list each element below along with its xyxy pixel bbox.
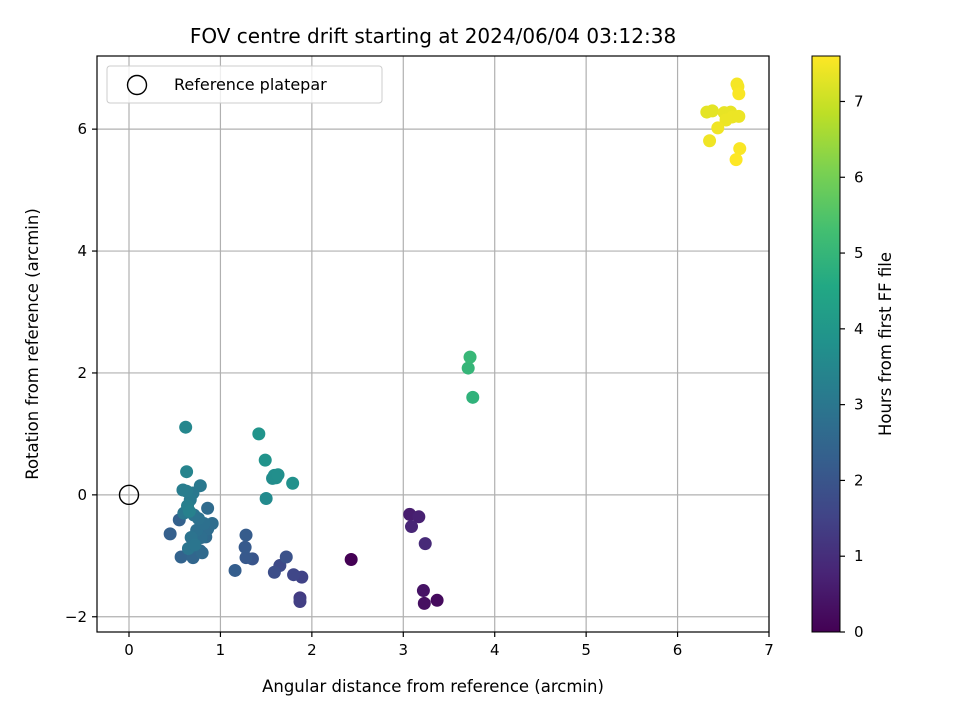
data-point bbox=[287, 568, 301, 582]
plot-frame bbox=[96, 55, 770, 633]
x-axis-ticks: 0 1 2 3 4 5 6 7 bbox=[124, 632, 774, 659]
data-point bbox=[293, 595, 307, 609]
chart-title: FOV centre drift starting at 2024/06/04 … bbox=[190, 24, 676, 48]
y-tick-label: 2 bbox=[77, 364, 87, 382]
data-point bbox=[259, 492, 273, 506]
y-tick-label: 6 bbox=[77, 120, 87, 138]
x-tick-label: 7 bbox=[764, 641, 774, 659]
y-tick-label: −2 bbox=[65, 608, 87, 626]
data-point bbox=[466, 390, 480, 404]
data-point bbox=[179, 420, 193, 434]
data-point bbox=[344, 552, 358, 566]
grid-lines bbox=[97, 56, 770, 632]
colorbar-gradient bbox=[811, 55, 841, 633]
data-point bbox=[182, 504, 196, 518]
data-point bbox=[176, 483, 190, 497]
x-tick-label: 6 bbox=[673, 641, 683, 659]
x-tick-label: 3 bbox=[399, 641, 409, 659]
data-point bbox=[238, 540, 252, 554]
colorbar-label: Hours from first FF file bbox=[876, 252, 895, 436]
x-tick-label: 1 bbox=[216, 641, 226, 659]
data-point bbox=[733, 142, 747, 156]
colorbar-tick-label: 0 bbox=[854, 623, 864, 641]
colorbar-tick-label: 2 bbox=[854, 471, 864, 489]
colorbar-tick-label: 3 bbox=[854, 396, 864, 414]
legend-reference-marker bbox=[126, 74, 148, 96]
legend-box bbox=[106, 65, 383, 104]
data-point bbox=[732, 87, 746, 101]
data-point bbox=[252, 427, 266, 441]
data-point bbox=[267, 565, 281, 579]
reference-platepar-marker bbox=[118, 484, 140, 506]
colorbar-tick-label: 1 bbox=[854, 547, 864, 565]
data-point bbox=[463, 350, 477, 364]
data-point bbox=[405, 520, 419, 534]
data-point bbox=[239, 528, 253, 542]
data-point bbox=[711, 121, 725, 135]
data-point bbox=[180, 465, 194, 479]
x-tick-label: 0 bbox=[124, 641, 134, 659]
data-point bbox=[412, 510, 426, 524]
legend-label-reference-platepar: Reference platepar bbox=[174, 75, 327, 94]
y-axis-ticks: −2 0 2 4 6 bbox=[65, 120, 97, 626]
data-point bbox=[239, 551, 253, 565]
data-point bbox=[188, 538, 202, 552]
colorbar-ticks: 0 1 2 3 4 5 6 7 bbox=[840, 92, 864, 641]
legend: Reference platepar bbox=[106, 65, 383, 104]
colorbar-tick-label: 5 bbox=[854, 244, 864, 262]
colorbar-tick-label: 4 bbox=[854, 320, 864, 338]
colorbar-tick-label: 6 bbox=[854, 168, 864, 186]
colorbar-tick-label: 7 bbox=[854, 92, 864, 110]
data-point bbox=[279, 550, 293, 564]
data-point bbox=[271, 468, 285, 482]
data-point bbox=[703, 134, 717, 148]
x-axis-label: Angular distance from reference (arcmin) bbox=[262, 677, 604, 696]
data-point bbox=[228, 563, 242, 577]
data-point bbox=[705, 104, 719, 118]
x-tick-label: 5 bbox=[581, 641, 591, 659]
colorbar: 0 1 2 3 4 5 6 7 Hours from first FF file bbox=[811, 55, 895, 641]
data-point bbox=[732, 109, 746, 123]
data-point bbox=[417, 596, 431, 610]
data-point bbox=[430, 593, 444, 607]
data-point bbox=[729, 153, 743, 167]
y-axis-label: Rotation from reference (arcmin) bbox=[23, 208, 42, 480]
data-point bbox=[258, 453, 272, 467]
data-point bbox=[418, 537, 432, 551]
data-point bbox=[461, 361, 475, 375]
x-tick-label: 4 bbox=[490, 641, 500, 659]
data-point bbox=[286, 476, 300, 490]
data-point bbox=[719, 113, 733, 127]
x-tick-label: 2 bbox=[307, 641, 317, 659]
y-tick-label: 4 bbox=[77, 242, 87, 260]
data-point bbox=[416, 584, 430, 598]
data-point bbox=[201, 501, 215, 515]
y-tick-label: 0 bbox=[77, 486, 87, 504]
data-point bbox=[174, 550, 188, 564]
data-point bbox=[163, 527, 177, 541]
data-point bbox=[193, 479, 207, 493]
data-points bbox=[163, 77, 747, 610]
